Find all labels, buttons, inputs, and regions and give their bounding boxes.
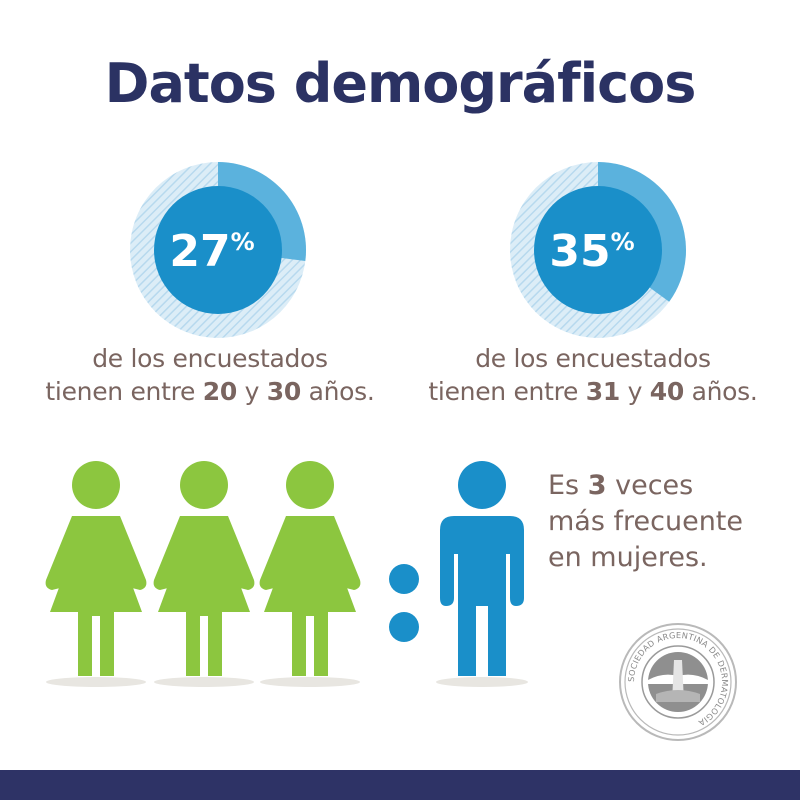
donut-center: [534, 186, 662, 314]
percent-value: 35%: [549, 226, 634, 277]
donut-chart-27: 27%: [130, 162, 306, 338]
donut-center: [154, 186, 282, 314]
ratio-statement: Es 3 veces más frecuente en mujeres.: [548, 468, 788, 576]
age-to: 40: [649, 377, 685, 406]
caption-age-20-30: de los encuestados tienen entre 20 y 30 …: [30, 342, 390, 408]
caption-line1: de los encuestados: [92, 344, 328, 373]
caption-age-31-40: de los encuestados tienen entre 31 y 40 …: [413, 342, 773, 408]
caption-post: años.: [300, 377, 375, 406]
caption-post: años.: [683, 377, 758, 406]
caption-line1: de los encuestados: [475, 344, 711, 373]
caption-pre: tienen entre: [428, 377, 586, 406]
percent-value: 27%: [169, 226, 254, 277]
donut-chart-35: 35%: [510, 162, 686, 338]
woman-icon: [45, 461, 147, 687]
caption-and: y: [236, 377, 267, 406]
ratio-colon-icon: [389, 564, 419, 642]
ratio-number: 3: [587, 470, 607, 501]
woman-icon: [259, 461, 361, 687]
sociedad-argentina-dermatologia-seal: SOCIEDAD ARGENTINA DE DERMATOLOGIA: [619, 623, 737, 741]
caption-and: y: [619, 377, 650, 406]
ratio-line3: en mujeres.: [548, 542, 708, 573]
woman-icon: [153, 461, 255, 687]
ratio-line2: más frecuente: [548, 506, 743, 537]
age-to: 30: [266, 377, 302, 406]
ratio-post: veces: [606, 470, 694, 501]
man-icon: [436, 461, 528, 687]
age-from: 20: [202, 377, 238, 406]
age-from: 31: [585, 377, 621, 406]
ratio-pre: Es: [548, 470, 588, 501]
caption-pre: tienen entre: [45, 377, 203, 406]
page-title: Datos demográficos: [104, 52, 697, 115]
footer-bar: [0, 770, 800, 800]
